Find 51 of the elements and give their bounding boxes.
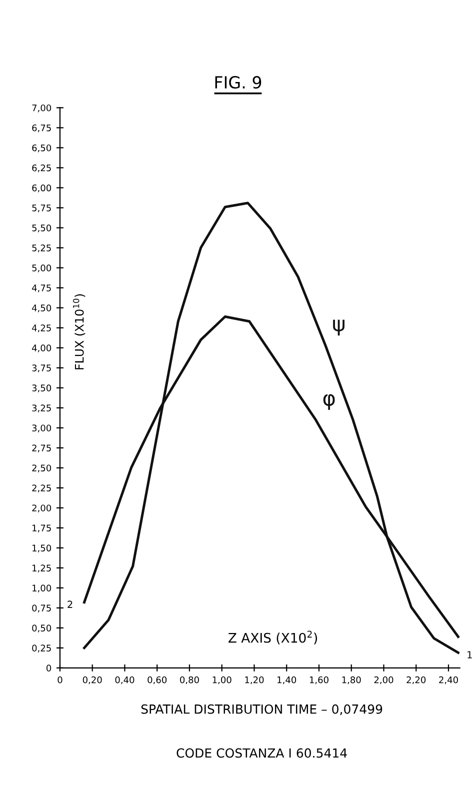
text: SPATIAL DISTRIBUTION TIME – 0,07499 — [141, 704, 382, 716]
annotation: 1 — [468, 651, 472, 658]
y-tick-label: 0 — [46, 664, 52, 672]
y-tick-label: 1,50 — [32, 544, 52, 552]
x-tick-label: 0,60 — [148, 676, 167, 684]
y-tick-label: 1,75 — [32, 524, 51, 532]
x-tick-label: 2,00 — [374, 676, 394, 684]
y-tick-label: 6,25 — [32, 164, 51, 172]
y-tick-label: 3,25 — [32, 404, 51, 412]
y-tick-label: 2,00 — [32, 504, 52, 512]
x-tick-label: 0,80 — [180, 676, 199, 684]
y-tick-label: 6,50 — [32, 144, 52, 152]
y-tick-label: 6,00 — [32, 184, 52, 192]
y-tick-label: 5,50 — [32, 224, 52, 232]
y-axis-title: FLUX (X10$^{10}$) — [72, 294, 86, 370]
y-tick-label: 0,50 — [32, 624, 52, 632]
x-tick-label: 2,40 — [439, 676, 458, 684]
x-tick-label: 1,40 — [278, 676, 296, 684]
y-tick-label: 5,25 — [32, 244, 51, 252]
x-tick-label: 1,00 — [212, 676, 232, 684]
x-tick-label: 1,80 — [342, 676, 361, 684]
x-tick-label: 2,20 — [406, 676, 426, 684]
y-tick-label: 6,75 — [32, 124, 51, 132]
y-tick-label: 2,50 — [32, 464, 52, 472]
y-tick-label: 7,00 — [32, 104, 52, 112]
x-tick-label: 1,20 — [245, 676, 264, 684]
y-tick-label: 3,50 — [32, 384, 52, 392]
y-tick-label: 2,25 — [32, 484, 51, 492]
annotation: 2 — [68, 600, 72, 608]
y-tick-label: 3,00 — [32, 424, 52, 432]
x-tick-label: 0,20 — [82, 676, 102, 684]
x-axis-title: Z AXIS (X10$^{2}$) — [228, 630, 318, 644]
text: CODE COSTANZA I 60.5414 — [176, 748, 347, 758]
y-tick-label: 4,75 — [32, 284, 51, 292]
y-tick-label: 0,75 — [32, 604, 51, 612]
y-tick-label: 5,00 — [32, 264, 52, 272]
y-tick-label: 4,25 — [32, 324, 51, 332]
y-tick-label: 5,75 — [32, 204, 51, 212]
x-tick-label: 0 — [58, 676, 62, 684]
y-tick-label: 1,25 — [32, 564, 51, 572]
y-tick-label: 4,00 — [32, 344, 52, 352]
y-tick-label: 4,50 — [32, 304, 52, 312]
x-tick-label: 1,60 — [310, 676, 328, 684]
y-tick-label: 3,75 — [32, 364, 51, 372]
series-label: φ — [323, 394, 335, 410]
chart-title: FIG. 9 — [215, 76, 262, 89]
y-tick-label: 0,25 — [32, 644, 51, 652]
x-tick-label: 0,40 — [115, 676, 134, 684]
y-tick-label: 1,00 — [32, 584, 52, 592]
series-label: ψ — [333, 320, 344, 336]
y-tick-label: 2,75 — [32, 444, 51, 452]
